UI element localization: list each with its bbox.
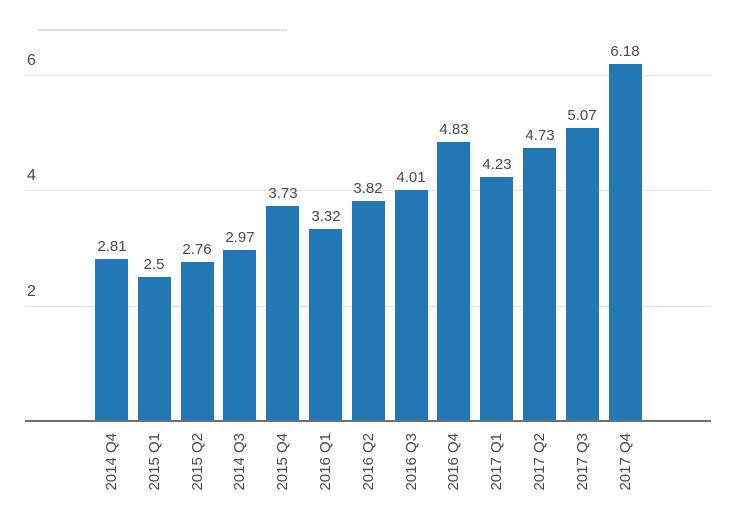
bar-value-label: 4.83 — [439, 121, 469, 138]
x-tick-label: 2016 Q2 — [360, 433, 377, 491]
bar-value-label: 2.97 — [225, 229, 255, 246]
x-tick-label: 2016 Q3 — [403, 433, 420, 491]
bar — [437, 142, 470, 421]
bar — [138, 277, 171, 421]
x-tick-label: 2015 Q1 — [146, 433, 163, 491]
bar-value-label: 3.73 — [268, 185, 298, 202]
bar — [352, 201, 385, 421]
bar — [181, 262, 214, 421]
bar — [266, 206, 299, 421]
x-tick-label: 2017 Q3 — [574, 433, 591, 491]
bar-value-label: 3.82 — [353, 180, 383, 197]
y-tick-label: 2 — [27, 283, 36, 300]
y-gridline — [25, 190, 711, 191]
bar — [223, 250, 256, 421]
bar — [95, 259, 128, 421]
x-tick-label: 2016 Q1 — [317, 433, 334, 491]
bar-value-label: 3.32 — [311, 208, 341, 225]
bar — [523, 148, 556, 421]
bar-value-label: 4.73 — [525, 127, 555, 144]
y-tick-label: 4 — [27, 167, 36, 184]
bar-value-label: 6.18 — [610, 43, 640, 60]
top-rule-line — [37, 29, 287, 31]
x-tick-label: 2015 Q4 — [274, 433, 291, 491]
bar — [609, 64, 642, 421]
bar-value-label: 2.81 — [97, 238, 127, 255]
y-tick-label: 6 — [27, 52, 36, 69]
bar — [309, 229, 342, 421]
bar-value-label: 2.5 — [143, 256, 165, 273]
bar — [480, 177, 513, 421]
x-tick-label: 2014 Q3 — [231, 433, 248, 491]
x-tick-label: 2017 Q4 — [617, 433, 634, 491]
bar-value-label: 5.07 — [567, 107, 597, 124]
x-axis-line — [25, 420, 711, 422]
x-tick-label: 2015 Q2 — [189, 433, 206, 491]
x-tick-label: 2017 Q2 — [531, 433, 548, 491]
bar-value-label: 4.23 — [482, 156, 512, 173]
bar-value-label: 4.01 — [396, 169, 426, 186]
bar — [566, 128, 599, 421]
y-gridline — [25, 75, 711, 76]
x-tick-label: 2017 Q1 — [488, 433, 505, 491]
x-tick-label: 2016 Q4 — [445, 433, 462, 491]
bar-value-label: 2.76 — [182, 241, 212, 258]
bar — [395, 190, 428, 421]
x-tick-label: 2014 Q4 — [103, 433, 120, 491]
